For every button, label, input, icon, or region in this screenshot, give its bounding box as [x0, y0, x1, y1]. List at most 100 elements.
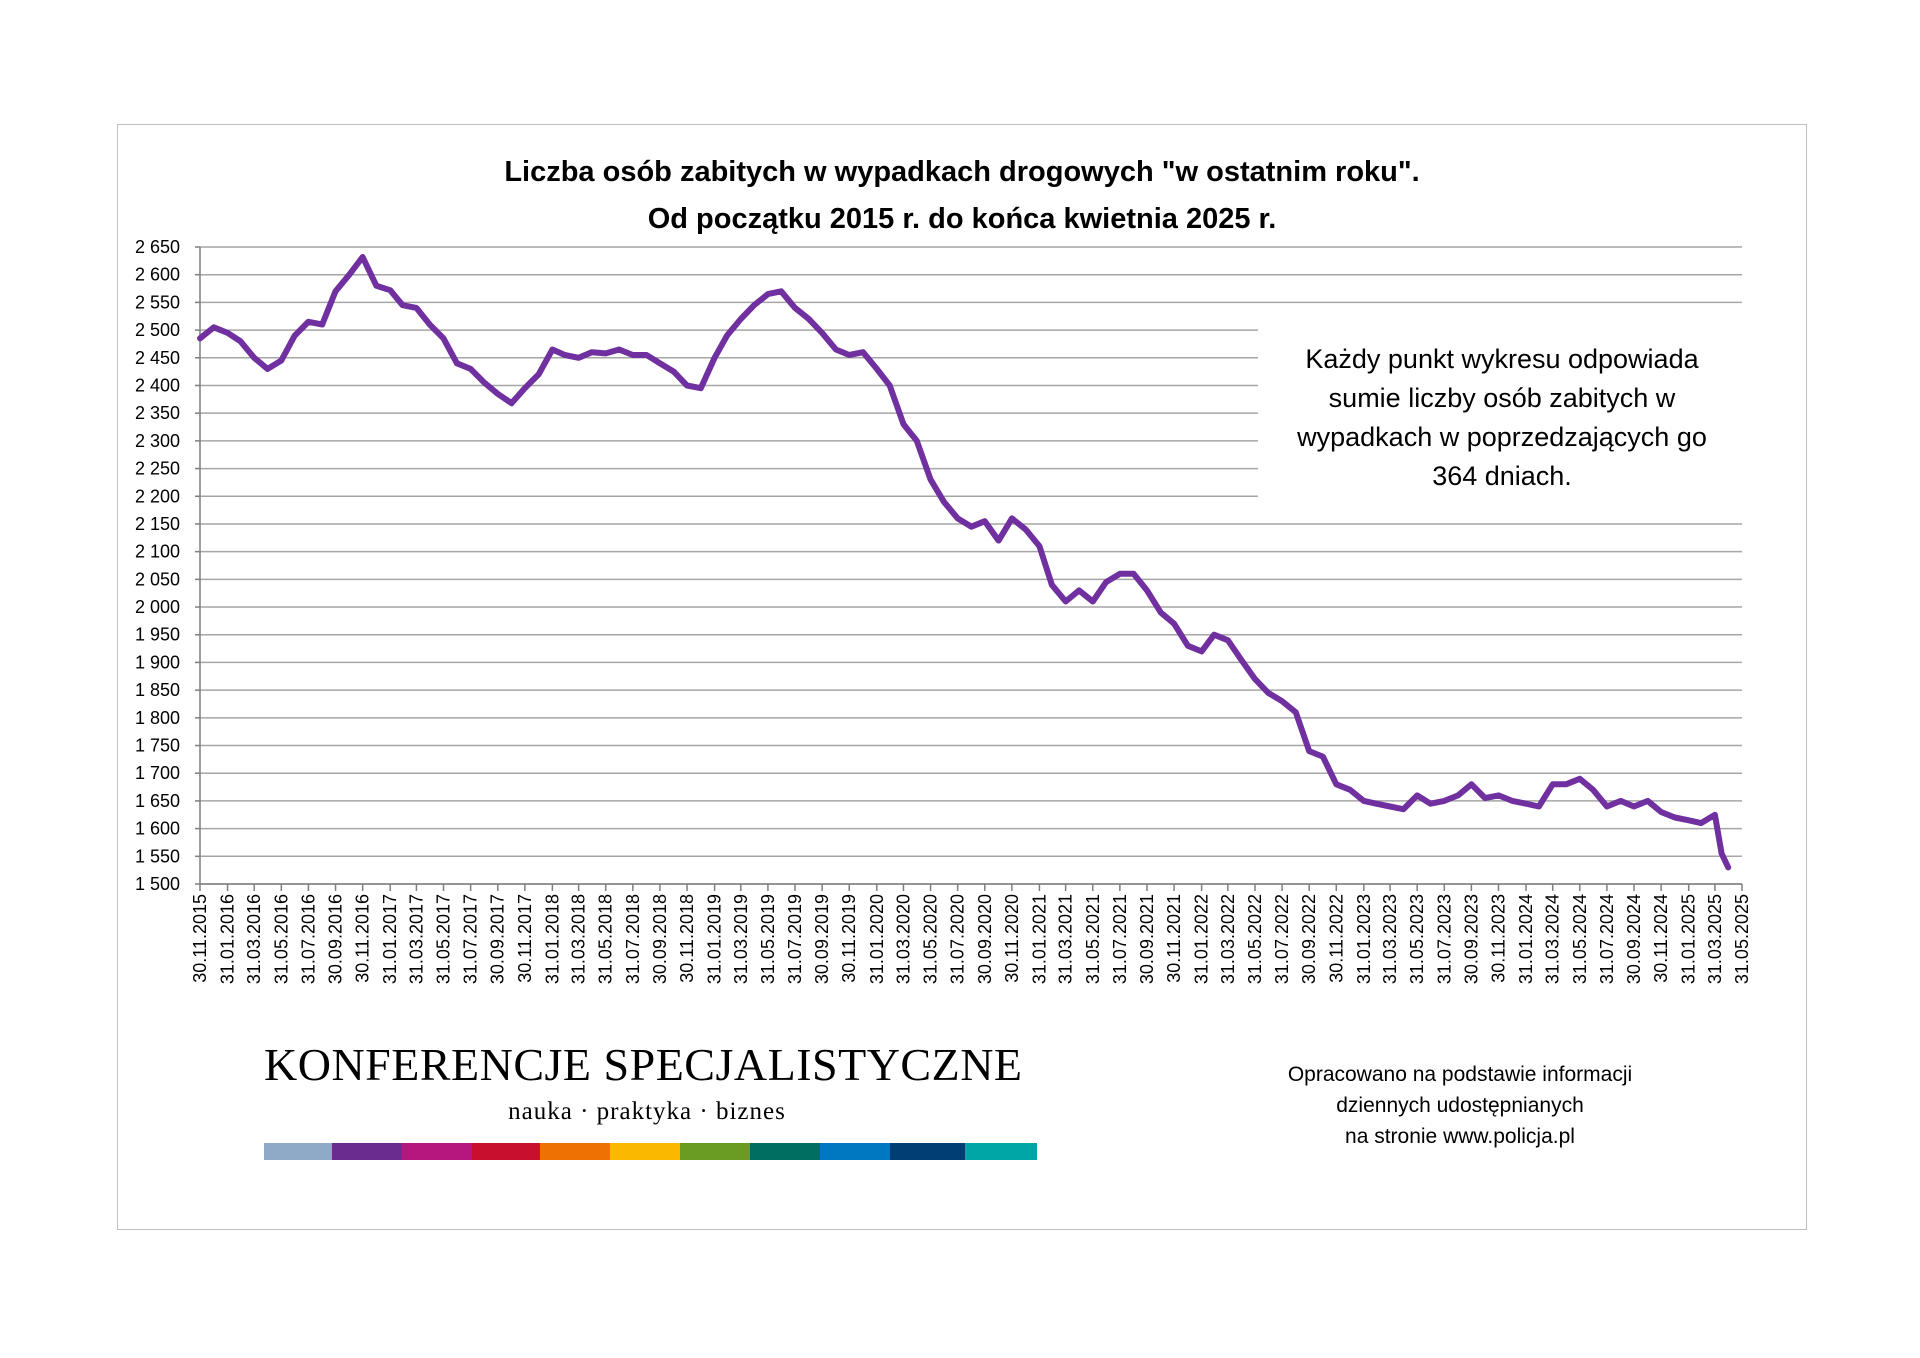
x-tick-label: 31.03.2018 [569, 894, 589, 984]
data-point [1579, 778, 1581, 780]
x-tick-label: 31.07.2018 [623, 894, 643, 984]
brand-color-segment [750, 1143, 820, 1160]
x-tick-label: 31.05.2019 [758, 894, 778, 984]
x-tick-label: 30.11.2019 [839, 894, 859, 983]
x-tick-label: 31.03.2025 [1705, 894, 1725, 984]
x-tick-label: 31.05.2025 [1732, 894, 1752, 984]
brand-color-segment [472, 1143, 540, 1160]
y-tick-label: 2 600 [135, 265, 180, 285]
data-point [402, 304, 404, 306]
data-point [213, 326, 215, 328]
data-point [970, 526, 972, 528]
brand-color-segment [820, 1143, 890, 1160]
annotation-line: Każdy punkt wykresu odpowiada [1305, 344, 1699, 374]
data-point [1363, 800, 1365, 802]
data-point [1308, 750, 1310, 752]
x-tick-label: 31.03.2023 [1380, 894, 1400, 984]
y-tick-label: 2 400 [135, 375, 180, 395]
x-tick-label: 31.05.2023 [1407, 894, 1427, 984]
data-point [714, 357, 716, 359]
x-tick-label: 31.01.2025 [1679, 894, 1699, 984]
data-point [1038, 545, 1040, 547]
data-point [578, 357, 580, 359]
brand-color-segment [965, 1143, 1037, 1160]
y-tick-label: 1 600 [135, 819, 180, 839]
data-point [1457, 794, 1459, 796]
x-tick-label: 31.01.2017 [380, 894, 400, 984]
data-point [199, 337, 201, 339]
x-tick-label: 31.07.2016 [298, 894, 318, 984]
data-point [335, 290, 336, 292]
data-point [1322, 756, 1324, 758]
data-point [1105, 581, 1107, 583]
data-point [1511, 800, 1513, 802]
data-point [1133, 573, 1135, 575]
x-tick-label: 31.01.2024 [1516, 894, 1536, 984]
x-tick-label: 30.09.2021 [1137, 894, 1157, 984]
data-point [1295, 711, 1297, 713]
y-tick-label: 2 250 [135, 459, 180, 479]
data-point [673, 371, 675, 373]
data-point [524, 387, 526, 389]
x-tick-label: 30.11.2016 [353, 894, 373, 983]
data-point [1025, 529, 1027, 530]
y-tick-label: 1 950 [135, 625, 180, 645]
brand-color-segment [402, 1143, 472, 1160]
x-tick-label: 30.11.2023 [1488, 894, 1508, 983]
data-point [1349, 789, 1351, 791]
x-tick-label: 31.01.2023 [1354, 894, 1374, 984]
data-point [1146, 589, 1148, 591]
y-tick-label: 1 850 [135, 680, 180, 700]
data-point [497, 393, 499, 395]
data-point [889, 385, 891, 386]
x-axis-ticks: 30.11.2015 31.01.2016 31.03.2016 31.05.2016… [190, 894, 1752, 984]
x-tick-label: 30.09.2022 [1299, 894, 1319, 984]
x-tick-label: 31.07.2022 [1272, 894, 1292, 984]
data-point [375, 285, 377, 287]
data-point [1227, 639, 1229, 641]
data-point [253, 357, 255, 359]
x-tick-label: 30.09.2019 [812, 894, 832, 984]
x-tick-label: 31.05.2021 [1083, 894, 1103, 984]
data-point [903, 423, 904, 425]
y-tick-label: 1 750 [135, 736, 180, 756]
data-point [1430, 803, 1431, 805]
x-tick-label: 30.09.2023 [1461, 894, 1481, 984]
brand-color-segment [332, 1143, 402, 1160]
chart-title: Liczba osób zabitych w wypadkach drogowy… [504, 156, 1420, 188]
y-tick-label: 2 350 [135, 403, 180, 423]
data-point [1647, 800, 1649, 802]
y-tick-label: 2 650 [135, 237, 180, 257]
data-point [538, 373, 540, 375]
source-line: Opracowano na podstawie informacji [1287, 1063, 1633, 1086]
y-tick-label: 2 200 [135, 486, 180, 506]
y-tick-label: 2 550 [135, 292, 180, 312]
x-tick-label: 30.11.2017 [515, 894, 535, 983]
x-tick-label: 31.03.2024 [1543, 894, 1563, 984]
brand-logo-text: KONFERENCJE SPECJALISTYCZNE [264, 1039, 1023, 1090]
data-point [551, 349, 553, 350]
chart-frame [117, 124, 1807, 1230]
y-tick-label: 2 450 [135, 348, 180, 368]
data-point [1443, 800, 1445, 802]
data-point [632, 354, 634, 356]
x-tick-label: 30.11.2021 [1164, 894, 1184, 983]
data-point [389, 289, 391, 291]
data-point [998, 540, 1000, 542]
brand-color-segment [890, 1143, 965, 1160]
data-point [239, 340, 241, 342]
data-point [1187, 645, 1189, 647]
x-tick-label: 31.03.2016 [244, 894, 264, 984]
data-point [1254, 678, 1256, 680]
y-tick-label: 1 550 [135, 846, 180, 866]
data-point [1552, 783, 1554, 785]
data-point [1620, 800, 1622, 802]
data-point [848, 354, 850, 356]
data-point [267, 368, 268, 370]
data-point [1078, 589, 1080, 591]
data-point [1092, 601, 1094, 602]
x-tick-label: 31.01.2018 [542, 894, 562, 984]
y-tick-label: 1 650 [135, 791, 180, 811]
x-tick-label: 30.09.2020 [975, 894, 995, 984]
brand-color-segment [680, 1143, 750, 1160]
